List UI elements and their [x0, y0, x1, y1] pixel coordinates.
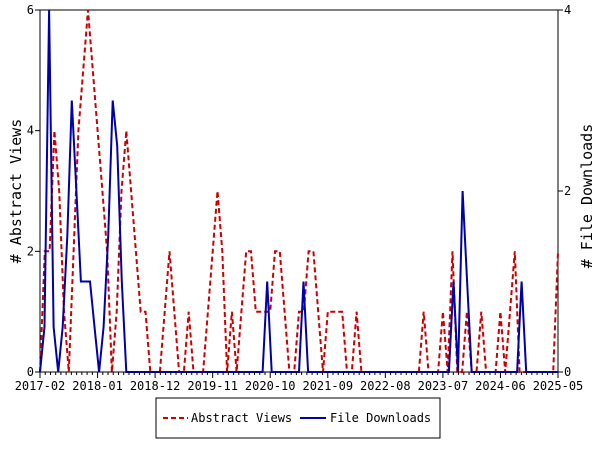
x-tick-label: 2021-09 — [302, 379, 353, 393]
x-tick-label: 2024-06 — [475, 379, 526, 393]
left-axis-tick-label: 6 — [27, 3, 34, 17]
x-tick-label: 2018-12 — [130, 379, 181, 393]
x-tick-label: 2020-10 — [245, 379, 296, 393]
left-axis-title: # Abstract Views — [7, 119, 25, 264]
left-axis-tick-label: 2 — [27, 244, 34, 258]
legend: Abstract Views File Downloads — [155, 397, 441, 439]
legend-box — [155, 397, 441, 439]
x-tick-label: 2018-01 — [72, 379, 123, 393]
x-tick-label: 2017-02 — [15, 379, 66, 393]
x-tick-label: 2022-08 — [360, 379, 411, 393]
right-axis-title: # File Downloads — [578, 124, 596, 269]
series-line-abstract-views — [39, 9, 559, 373]
right-axis-tick-label: 2 — [564, 184, 571, 198]
right-axis-tick-label: 4 — [564, 3, 571, 17]
legend-label-abstract-views: Abstract Views — [191, 411, 292, 425]
x-tick-label: 2019-11 — [187, 379, 238, 393]
right-axis-tick-label: 0 — [564, 365, 571, 379]
x-tick-label: 2025-05 — [533, 379, 584, 393]
left-axis-tick-label: 0 — [27, 365, 34, 379]
x-tick-label: 2023-07 — [418, 379, 469, 393]
series-line-file-downloads — [39, 9, 558, 373]
left-axis-tick-label: 4 — [27, 124, 34, 138]
legend-label-file-downloads: File Downloads — [330, 411, 431, 425]
